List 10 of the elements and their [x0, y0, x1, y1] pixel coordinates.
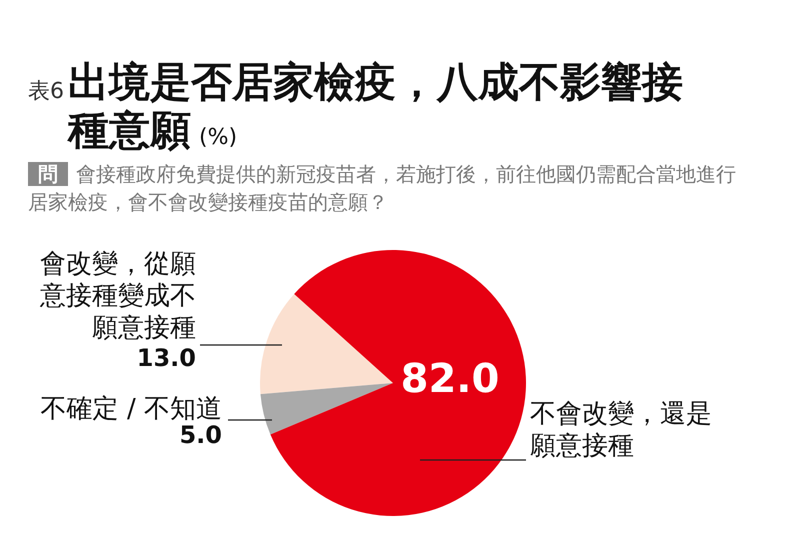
pie-slice [260, 294, 393, 394]
pie-slice [270, 250, 526, 516]
slice-label: 會改變，從願意接種變成不願意接種 [39, 248, 196, 344]
data-label: 13.0 [136, 344, 196, 372]
slice-label: 不會改變，還是願意接種 [530, 398, 713, 462]
pie-slice [260, 383, 393, 435]
text: 表6 [28, 78, 64, 106]
data-label: 82.0 [400, 356, 500, 402]
text: 問 [28, 162, 68, 186]
text: (%) [199, 125, 238, 150]
